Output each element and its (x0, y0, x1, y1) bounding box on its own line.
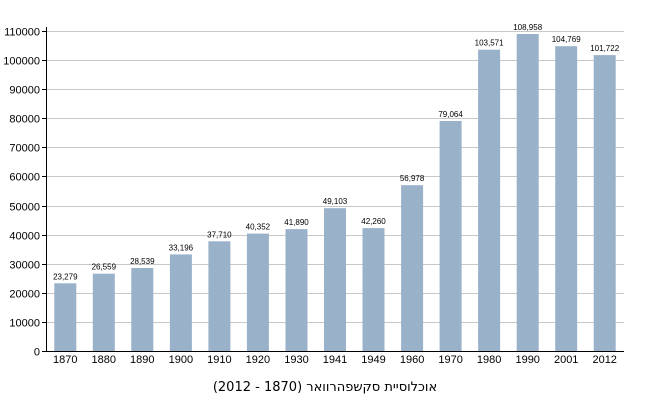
y-tick-label: 50000 (9, 202, 40, 214)
population-bar-chart: 0 10000 20000 30000 40000 50000 60000 70000 8000… (3, 23, 624, 366)
bar (401, 185, 424, 351)
data-label: 37,710 (207, 230, 232, 239)
bar (516, 34, 539, 351)
data-label: 28,539 (130, 257, 155, 266)
data-label: 40,352 (246, 223, 271, 232)
chart-caption: אוכלוסיית סקשפהרוואר (1870 - 2012) (212, 380, 438, 395)
y-tick-label: 80000 (9, 114, 40, 126)
x-tick-label: 1920 (246, 354, 270, 366)
bar (362, 228, 385, 351)
y-tick-labels: 0 10000 20000 30000 40000 50000 60000 70000 8000… (3, 27, 40, 359)
y-tick-label: 110000 (4, 27, 40, 39)
bars (54, 34, 616, 351)
bar (208, 241, 231, 351)
data-label: 26,559 (92, 263, 117, 272)
y-tick-label: 90000 (9, 85, 40, 97)
data-label: 56,978 (400, 174, 425, 183)
data-label: 23,279 (53, 272, 78, 281)
data-label: 104,769 (552, 35, 581, 44)
x-tick-label: 1900 (169, 354, 193, 366)
y-tick-label: 20000 (9, 289, 40, 301)
bar (593, 55, 616, 351)
bar (246, 233, 269, 351)
bar (478, 49, 501, 351)
data-label: 103,571 (475, 39, 504, 48)
x-tick-label: 1880 (92, 354, 116, 366)
x-tick-label: 1930 (284, 354, 308, 366)
y-tick-label: 0 (34, 347, 40, 359)
data-label: 33,196 (169, 243, 194, 252)
x-tick-label: 1980 (477, 354, 501, 366)
data-label: 42,260 (361, 217, 386, 226)
x-tick-label: 1949 (361, 354, 385, 366)
bar (285, 229, 308, 351)
x-tick-labels: 1870 1880 1890 1900 1910 1920 1930 1941 1949 1960… (53, 354, 617, 366)
bar (131, 268, 154, 351)
data-label: 41,890 (284, 218, 309, 227)
x-tick-label: 1870 (53, 354, 77, 366)
data-label: 101,722 (590, 44, 619, 53)
bar (324, 208, 346, 351)
x-tick-label: 1941 (323, 354, 347, 366)
x-tick-label: 2012 (592, 354, 616, 366)
y-tick-label: 60000 (9, 172, 40, 184)
bar (169, 254, 192, 351)
x-tick-label: 1960 (400, 354, 424, 366)
bar (92, 273, 115, 351)
data-labels: 23,279 26,559 28,539 33,196 37,710 40,352 41,8… (53, 23, 620, 281)
y-tick-label: 30000 (9, 260, 40, 272)
y-tick-label: 40000 (9, 231, 40, 243)
x-tick-label: 1990 (515, 354, 539, 366)
axes (46, 27, 624, 352)
data-label: 49,103 (323, 197, 348, 206)
x-tick-label: 1910 (207, 354, 231, 366)
y-tick-label: 10000 (9, 318, 40, 330)
bar (555, 46, 578, 351)
y-tick-label: 70000 (9, 143, 40, 155)
bar (439, 121, 462, 351)
data-label: 108,958 (513, 23, 542, 32)
x-tick-label: 2001 (554, 354, 578, 366)
y-tick-label: 100000 (3, 56, 40, 68)
x-tick-label: 1970 (438, 354, 462, 366)
bar (54, 283, 77, 351)
data-label: 79,064 (438, 110, 463, 119)
x-tick-label: 1890 (130, 354, 154, 366)
